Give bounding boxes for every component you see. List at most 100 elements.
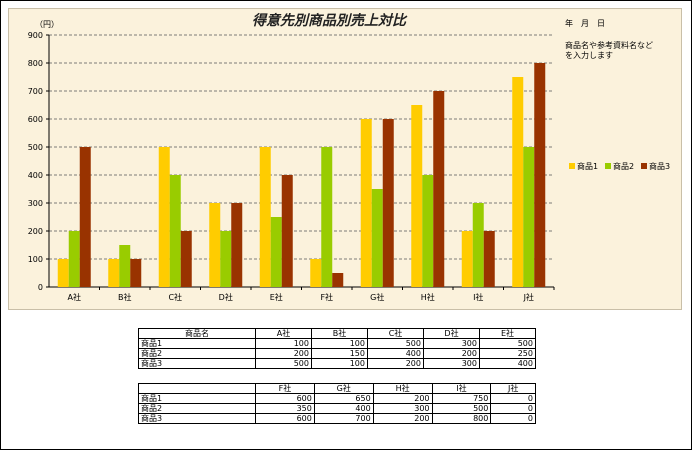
date-note: 年 月 日 — [565, 18, 605, 28]
bar-商品3-I社 — [483, 231, 495, 287]
memo-note-line2: を入力します — [565, 50, 613, 60]
x-tick-label: I社 — [473, 292, 483, 302]
bar-商品2-A社 — [68, 231, 80, 287]
table-cell[interactable]: 500 — [431, 403, 492, 414]
table-cell[interactable]: 商品2 — [138, 348, 256, 359]
bar-商品1-E社 — [259, 147, 271, 287]
legend-label: 商品3 — [649, 161, 670, 171]
table-cell[interactable]: 400 — [367, 348, 424, 359]
plot-area: 0 100 200 300 400 500 600 700 800 900 A社 B社 C社 D社 E社 F社… — [28, 31, 555, 302]
chart-panel[interactable]: 得意先別商品別売上対比 （円） 0 100 200 300 400 500 600 700 80… — [8, 8, 682, 310]
table-cell[interactable]: 650 — [313, 393, 374, 404]
table-row: 商品1 100 100 500 300 500 — [138, 338, 536, 349]
table-cell[interactable]: 0 — [490, 413, 536, 424]
table-header-row: 商品名 A社 B社 C社 D社 E社 — [138, 328, 536, 339]
bar-商品1-I社 — [461, 231, 473, 287]
bar-商品3-H社 — [433, 91, 445, 287]
x-tick-label: E社 — [270, 292, 283, 302]
bar-商品1-D社 — [209, 203, 221, 287]
table-cell[interactable]: 200 — [372, 393, 433, 404]
table-header-cell: C社 — [367, 328, 424, 339]
table-cell[interactable]: 200 — [372, 413, 433, 424]
table-cell[interactable]: 100 — [255, 338, 312, 349]
table-cell[interactable]: 200 — [423, 348, 480, 359]
y-tick-label: 600 — [28, 115, 43, 124]
bar-商品2-J社 — [523, 147, 535, 287]
chart-title: 得意先別商品別売上対比 — [252, 12, 408, 29]
memo-note-line1: 商品名や参考資料名など — [565, 40, 653, 50]
bar-商品3-D社 — [231, 203, 243, 287]
table-cell[interactable]: 200 — [255, 348, 312, 359]
table-cell[interactable]: 商品1 — [138, 393, 256, 404]
table-cell[interactable]: 商品3 — [138, 358, 256, 369]
bar-商品2-F社 — [321, 147, 333, 287]
table-cell[interactable]: 100 — [311, 358, 368, 369]
table-header-cell: A社 — [255, 328, 312, 339]
table-cell[interactable]: 400 — [479, 358, 536, 369]
table-cell[interactable]: 0 — [490, 393, 536, 404]
table-cell[interactable]: 商品3 — [138, 413, 256, 424]
table-cell[interactable]: 250 — [479, 348, 536, 359]
bar-商品2-G社 — [371, 189, 383, 287]
bar-商品3-G社 — [382, 119, 394, 287]
legend: 商品1 商品2 商品3 — [569, 161, 670, 171]
bar-商品1-H社 — [411, 105, 423, 287]
x-tick-label: B社 — [118, 292, 132, 302]
table-header-cell: J社 — [490, 383, 536, 394]
table-cell[interactable]: 700 — [313, 413, 374, 424]
table-cell[interactable]: 800 — [431, 413, 492, 424]
table-row: 商品2 350 400 300 500 0 — [138, 403, 536, 414]
bar-商品3-J社 — [534, 63, 546, 287]
legend-swatch — [641, 163, 647, 169]
bar-商品3-A社 — [79, 147, 91, 287]
table-cell[interactable]: 300 — [423, 358, 480, 369]
bar-商品3-E社 — [281, 175, 293, 287]
table-header-cell: B社 — [311, 328, 368, 339]
table-row: 商品3 600 700 200 800 0 — [138, 413, 536, 424]
y-tick-label: 200 — [28, 227, 43, 236]
table-cell[interactable]: 300 — [372, 403, 433, 414]
table-cell[interactable]: 商品1 — [138, 338, 256, 349]
table-header-cell: I社 — [431, 383, 492, 394]
bar-商品1-G社 — [360, 119, 372, 287]
x-tick-label: A社 — [68, 292, 81, 302]
table-cell[interactable]: 500 — [367, 338, 424, 349]
bar-商品1-F社 — [310, 259, 322, 287]
bar-商品2-D社 — [220, 231, 232, 287]
table-cell[interactable]: 0 — [490, 403, 536, 414]
table-cell[interactable]: 750 — [431, 393, 492, 404]
y-tick-label: 300 — [28, 199, 43, 208]
x-tick-label: C社 — [168, 292, 182, 302]
table-cell[interactable]: 600 — [255, 393, 315, 404]
bar-商品1-A社 — [57, 259, 69, 287]
table-header-row: F社 G社 H社 I社 J社 — [138, 383, 536, 394]
table-header-cell: 商品名 — [138, 328, 256, 339]
table-row: 商品3 500 100 200 300 400 — [138, 358, 536, 369]
table-cell[interactable]: 300 — [423, 338, 480, 349]
legend-label: 商品1 — [577, 161, 598, 171]
y-tick-label: 900 — [28, 31, 43, 40]
y-tick-label: 700 — [28, 87, 43, 96]
legend-label: 商品2 — [613, 161, 634, 171]
chart-svg: 得意先別商品別売上対比 （円） 0 100 200 300 400 500 600 700 80… — [28, 12, 670, 302]
x-tick-label: D社 — [219, 292, 233, 302]
table-row: 商品1 600 650 200 750 0 — [138, 393, 536, 404]
bar-商品2-C社 — [169, 175, 181, 287]
table-header-cell: H社 — [372, 383, 433, 394]
table-cell[interactable]: 商品2 — [138, 403, 256, 414]
table-cell[interactable]: 100 — [311, 338, 368, 349]
bar-商品2-H社 — [422, 175, 434, 287]
table-cell[interactable]: 150 — [311, 348, 368, 359]
table-header-cell: D社 — [423, 328, 480, 339]
table-cell[interactable]: 500 — [479, 338, 536, 349]
table-header-cell: E社 — [479, 328, 536, 339]
y-tick-label: 800 — [28, 59, 43, 68]
table-cell[interactable]: 500 — [255, 358, 312, 369]
legend-swatch — [569, 163, 575, 169]
table-cell[interactable]: 400 — [313, 403, 374, 414]
table-cell[interactable]: 600 — [255, 413, 315, 424]
table-cell[interactable]: 200 — [367, 358, 424, 369]
bar-商品2-I社 — [472, 203, 484, 287]
table-cell[interactable]: 350 — [255, 403, 315, 414]
bar-商品3-F社 — [332, 273, 344, 287]
